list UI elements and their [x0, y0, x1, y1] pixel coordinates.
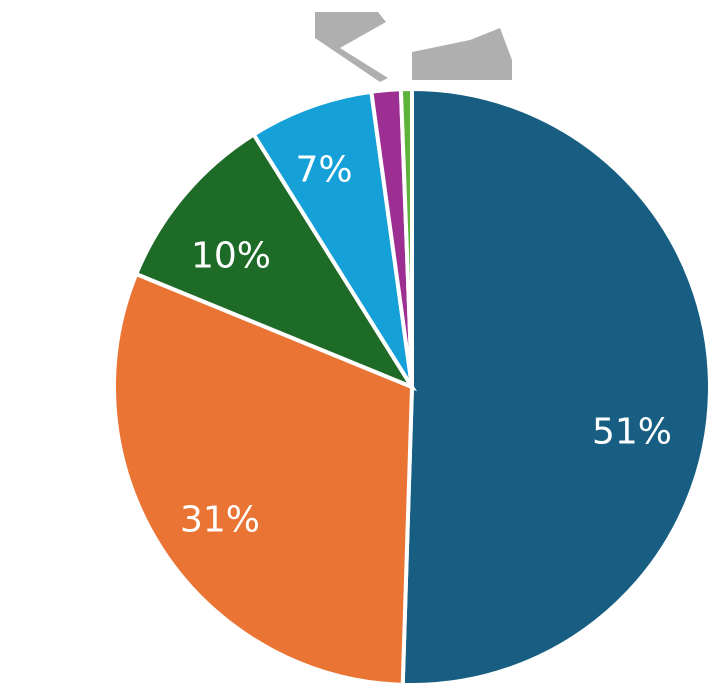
- leader-line-purple: [315, 12, 388, 82]
- slice-label-1: 31%: [180, 500, 260, 541]
- pie-slice-2: [133, 131, 417, 392]
- pie-slice-3: [250, 89, 414, 389]
- slice-label-2: 10%: [191, 236, 271, 277]
- slice-label-0: 51%: [592, 412, 672, 453]
- pie-slice-5: [398, 86, 414, 388]
- pie-labels: 51% 31% 10% 7%: [180, 150, 672, 541]
- slice-label-3: 7%: [295, 150, 352, 191]
- pie-slices: [112, 86, 712, 687]
- pie-slice-1: [112, 271, 415, 687]
- leader-annotations: [315, 12, 512, 82]
- pie-slice-0: [400, 86, 712, 687]
- leader-line-green: [412, 28, 512, 80]
